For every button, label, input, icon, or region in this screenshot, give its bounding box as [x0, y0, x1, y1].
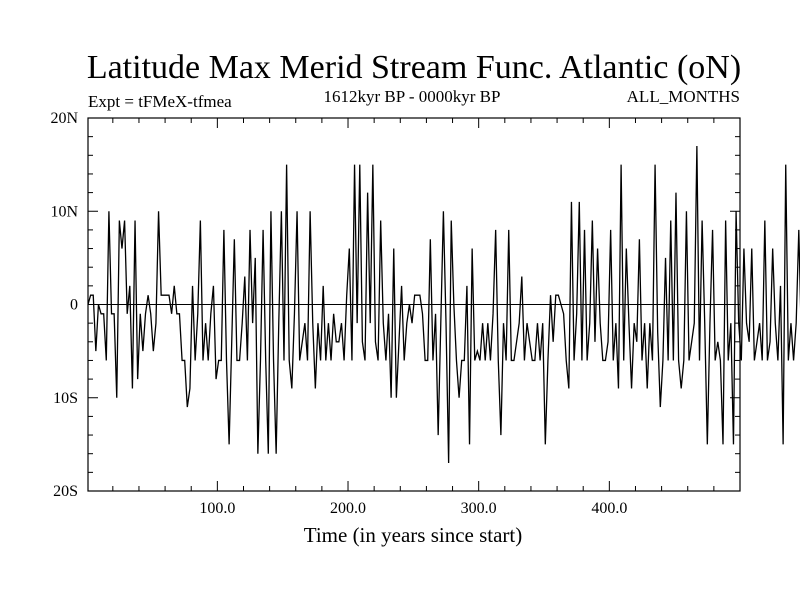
series-line-0	[87, 145, 800, 464]
y-tick-label: 20N	[50, 110, 78, 127]
plot-area: 100.0 200.0 300.0 400.0 20N 10N 0 10S 20S	[50, 110, 800, 517]
period-label: 1612kyr BP - 0000kyr BP	[324, 87, 501, 106]
x-axis-title: Time (in years since start)	[304, 523, 523, 547]
y-tick-label: 0	[70, 297, 78, 314]
months-label: ALL_MONTHS	[627, 87, 740, 106]
x-tick-label: 100.0	[199, 500, 235, 517]
chart-title: Latitude Max Merid Stream Func. Atlantic…	[87, 49, 741, 86]
x-tick-label: 400.0	[591, 500, 627, 517]
x-tick-label: 200.0	[330, 500, 366, 517]
x-tick-label: 300.0	[461, 500, 497, 517]
y-tick-label: 10N	[50, 203, 78, 220]
y-tick-label: 20S	[53, 483, 78, 500]
experiment-label: Expt = tFMeX-tfmea	[88, 92, 232, 111]
y-tick-label: 10S	[53, 390, 78, 407]
